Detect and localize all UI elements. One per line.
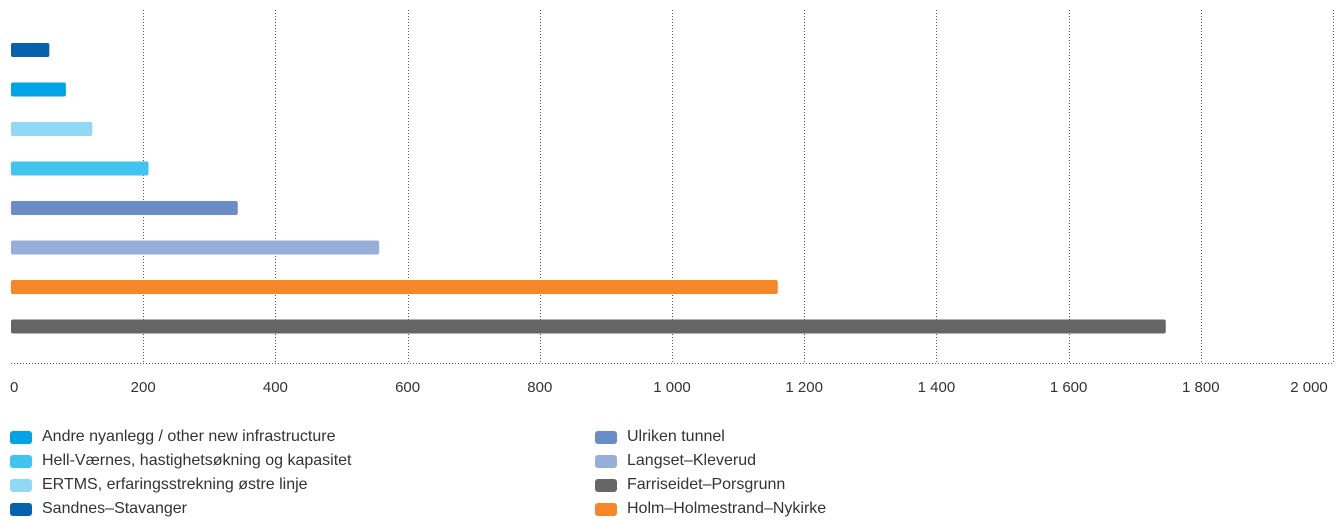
legend-item: Hell-Værnes, hastighetsøkning og kapasit…: [10, 450, 352, 472]
legend-item: Sandnes–Stavanger: [10, 498, 187, 520]
bar-chart: 0 200 400 600 800 1 000 1 200 1 400 1 600 1 800 2 …: [10, 10, 1334, 396]
x-tick-label: 1 000: [653, 379, 691, 396]
x-tick-label: 200: [131, 379, 156, 396]
x-tick-label: 800: [527, 379, 552, 396]
legend-swatch: [595, 502, 617, 516]
legend-label: Ulriken tunnel: [627, 428, 725, 445]
legend-item: ERTMS, erfaringsstrekning østre linje: [10, 474, 308, 496]
legend-label: Farriseidet–Porsgrunn: [627, 476, 786, 493]
legend-label: Hell-Værnes, hastighetsøkning og kapasit…: [42, 452, 352, 469]
bar-ulriken-tunnel: [11, 201, 238, 215]
x-tick-label: 1 600: [1050, 379, 1088, 396]
x-tick-label: 0: [10, 379, 18, 396]
bar-langset-kleverud: [11, 240, 380, 255]
legend-swatch: [10, 430, 32, 444]
x-tick-label: 400: [263, 379, 288, 396]
legend-label: Sandnes–Stavanger: [42, 500, 187, 517]
legend-swatch: [595, 454, 617, 468]
legend-swatch: [595, 430, 617, 444]
x-tick-label: 1 200: [785, 379, 823, 396]
bar-holm-holmestrand-nykirke: [11, 280, 778, 294]
bar-andre-nyanlegg-other-new-infrastructure: [11, 82, 66, 97]
x-tick-label: 2 000: [1290, 379, 1328, 396]
bar-hell-v-rnes-hastighets-kning-og-kapasitet: [11, 161, 149, 176]
legend-item: Andre nyanlegg / other new infrastructur…: [10, 426, 336, 448]
legend-label: ERTMS, erfaringsstrekning østre linje: [42, 476, 308, 493]
bar-ertms-erfaringsstrekning-stre-linje: [11, 122, 93, 136]
legend-swatch: [595, 478, 617, 492]
x-axis: 0 200 400 600 800 1 000 1 200 1 400 1 600 1 800 2 …: [10, 363, 1333, 396]
bar-farriseidet-porsgrunn: [11, 319, 1166, 334]
x-tick-label: 1 400: [918, 379, 956, 396]
bar-sandnes-stavanger: [11, 43, 50, 57]
legend-label: Langset–Kleverud: [627, 452, 756, 469]
legend-item: Langset–Kleverud: [595, 450, 756, 472]
legend-swatch: [10, 502, 32, 516]
legend-item: Holm–Holmestrand–Nykirke: [595, 498, 826, 520]
legend-item: Ulriken tunnel: [595, 426, 725, 448]
x-tick-label: 600: [395, 379, 420, 396]
legend: Andre nyanlegg / other new infrastructur…: [10, 426, 1320, 524]
legend-label: Holm–Holmestrand–Nykirke: [627, 500, 827, 517]
grid-lines: [143, 10, 1334, 363]
legend-label: Andre nyanlegg / other new infrastructur…: [42, 428, 336, 445]
bars: [11, 43, 1166, 334]
legend-swatch: [10, 454, 32, 468]
legend-swatch: [10, 478, 32, 492]
legend-item: Farriseidet–Porsgrunn: [595, 474, 785, 496]
x-tick-label: 1 800: [1182, 379, 1220, 396]
